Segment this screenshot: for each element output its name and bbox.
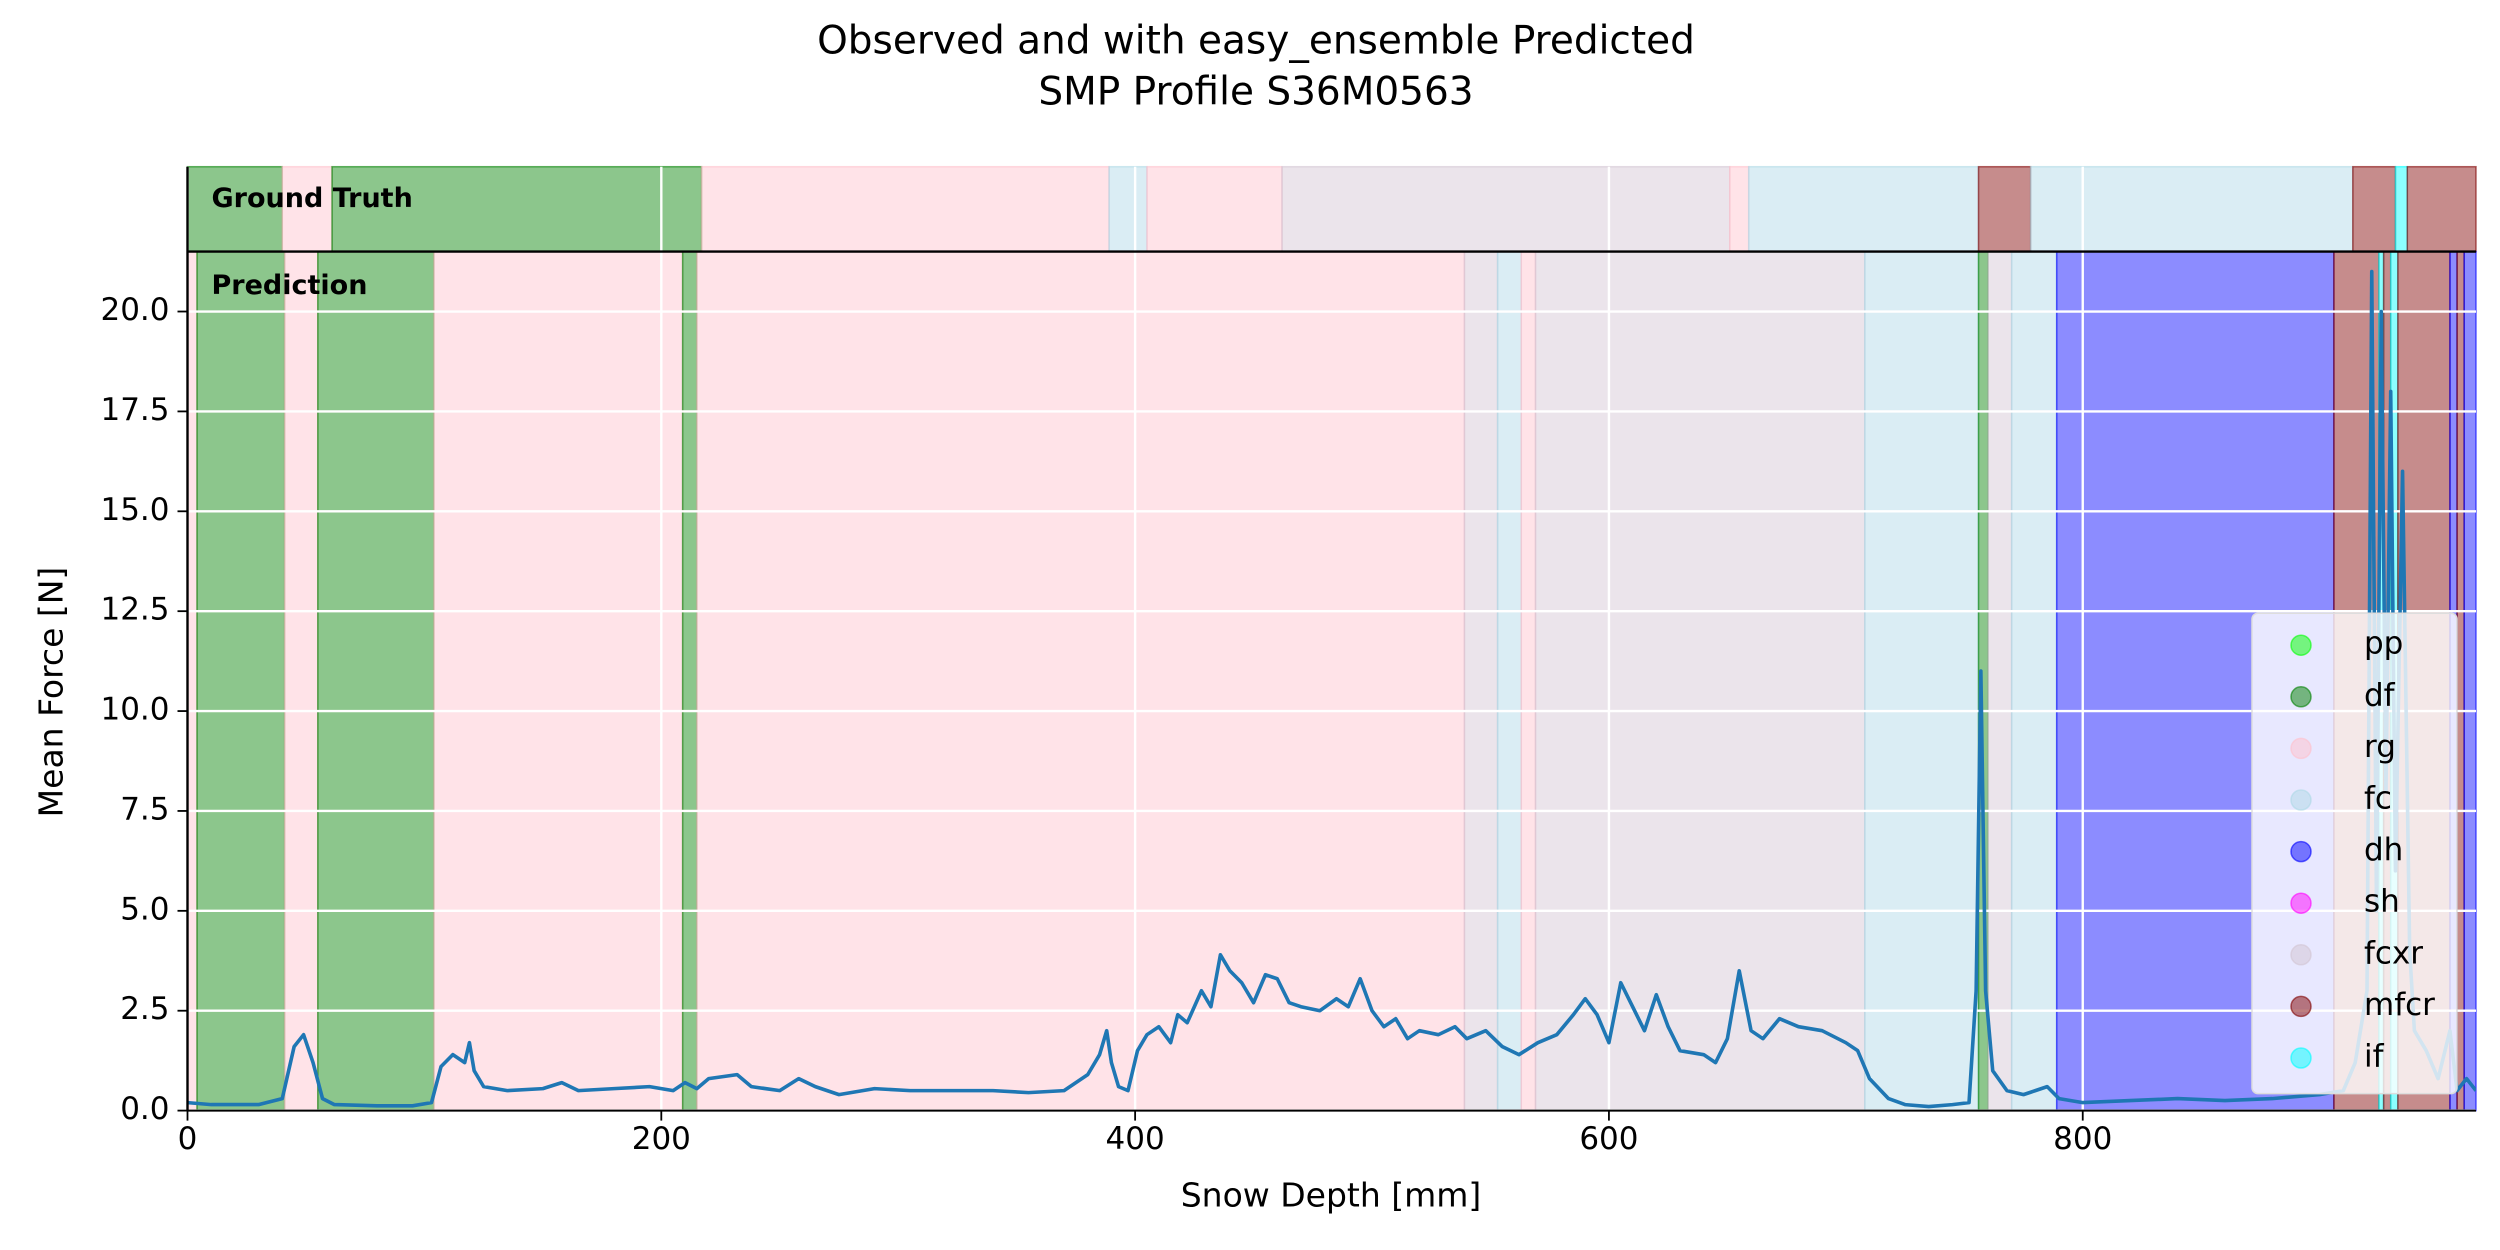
class-band [1108,165,1148,253]
legend-marker [2290,737,2312,760]
y-tick-label: 15.0 [100,492,169,528]
class-band [196,250,286,1112]
legend-marker [2290,840,2312,863]
class-band [186,250,198,1112]
chart-subtitle: SMP Profile S36M0563 [1038,70,1473,115]
class-band [283,250,319,1112]
legend-marker [2290,634,2312,656]
class-band [2029,165,2354,253]
class-band [1977,165,2032,253]
class-band [2456,250,2465,1112]
axes: Ground Truth Prediction 0 200 400 600 800 0.0 2.… [100,166,2476,1157]
panel-label: Prediction [212,270,368,301]
legend-box [2251,612,2458,1095]
class-band [186,165,284,253]
class-band [1864,250,1980,1112]
class-band [1534,250,1866,1112]
x-tick-label: 200 [632,1121,691,1157]
legend-label: pp [2364,626,2403,662]
class-band [331,165,703,253]
y-tick-label: 20.0 [100,292,169,328]
x-tick-label: 600 [1579,1121,1638,1157]
class-band [1281,165,1731,253]
class-band [2352,165,2397,253]
class-band [1146,165,1283,253]
class-band [696,250,1466,1112]
x-axis-label: Snow Depth [mm] [1181,1176,1482,1215]
class-band [1520,250,1537,1112]
chart-title: Observed and with easy_ensemble Predicte… [817,19,1695,64]
legend-label: mfcr [2364,987,2435,1023]
y-tick-label: 12.5 [100,592,169,628]
legend-marker [2290,995,2312,1018]
legend-label: if [2364,1039,2385,1075]
class-band [1463,250,1499,1112]
legend-label: df [2364,677,2396,713]
class-band [281,165,333,253]
class-band [2406,165,2477,253]
class-band [1496,250,1523,1112]
legend-label: sh [2364,884,2400,920]
y-tick-label: 10.0 [100,692,169,728]
class-band [1729,165,1750,253]
legend-marker [2290,944,2312,966]
legend: pp df rg fc dh sh fcxr mfcr if [2251,612,2458,1095]
class-band [2010,250,2058,1112]
y-tick-label: 17.5 [100,392,169,428]
lines [187,269,2476,1109]
class-band [681,250,698,1112]
y-tick-label: 0.0 [120,1091,169,1127]
class-band [317,250,435,1112]
data-line [187,269,2476,1109]
y-tick-label: 2.5 [120,991,169,1027]
class-band [1987,250,2013,1112]
panel-label: Ground Truth [212,183,413,214]
class-band [433,250,684,1112]
legend-marker [2290,892,2312,914]
legend-label: dh [2364,832,2403,868]
class-band [2463,250,2477,1112]
y-tick-label: 7.5 [120,791,169,827]
x-tick-label: 400 [1106,1121,1165,1157]
x-tick-label: 800 [2053,1121,2112,1157]
class-band [700,165,1110,253]
grid [186,166,2476,1112]
legend-label: rg [2364,729,2396,765]
class-band [2394,165,2409,253]
legend-label: fc [2364,781,2392,817]
legend-label: fcxr [2364,935,2423,971]
bands [186,165,2477,1112]
class-band [1747,165,1980,253]
y-axis-label: Mean Force [N] [32,567,71,818]
x-tick-label: 0 [178,1121,198,1157]
legend-marker [2290,789,2312,811]
legend-marker [2290,1047,2312,1069]
y-tick-label: 5.0 [120,891,169,927]
legend-marker [2290,686,2312,708]
